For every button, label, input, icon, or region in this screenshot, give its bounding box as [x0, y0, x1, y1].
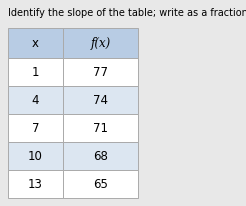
Bar [63, 114, 138, 142]
Text: 71: 71 [93, 122, 108, 135]
Text: 7: 7 [32, 122, 39, 135]
Text: 74: 74 [93, 94, 108, 107]
Text: 77: 77 [93, 66, 108, 78]
Text: 13: 13 [28, 178, 43, 191]
Bar [8, 114, 63, 142]
Bar [8, 86, 63, 114]
Text: f(x): f(x) [90, 36, 111, 49]
Bar [63, 142, 138, 170]
Text: 68: 68 [93, 150, 108, 163]
Bar [63, 170, 138, 198]
Text: 10: 10 [28, 150, 43, 163]
Text: 4: 4 [32, 94, 39, 107]
Bar [63, 86, 138, 114]
Bar [63, 58, 138, 86]
Bar [8, 170, 63, 198]
Bar [63, 28, 138, 58]
Bar [8, 58, 63, 86]
Text: 1: 1 [32, 66, 39, 78]
Bar [8, 28, 63, 58]
Text: Identify the slope of the table; write as a fraction in simplest form:: Identify the slope of the table; write a… [8, 8, 246, 18]
Text: 65: 65 [93, 178, 108, 191]
Bar [8, 142, 63, 170]
Text: x: x [32, 36, 39, 49]
